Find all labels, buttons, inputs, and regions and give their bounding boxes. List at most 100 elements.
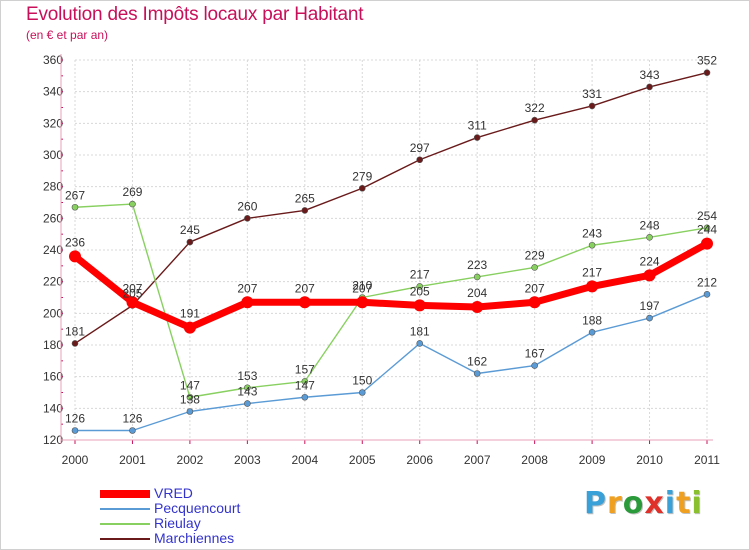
y-tick-label: 220 — [43, 275, 63, 289]
series-line-rieulay — [74, 203, 708, 398]
data-point-pecquencourt — [186, 408, 194, 415]
legend-label: Pecquencourt — [154, 500, 241, 516]
legend-label: VRED — [154, 485, 193, 501]
legend-label: Marchiennes — [154, 530, 235, 546]
legend-label: Rieulay — [154, 515, 201, 531]
data-label-rieulay: 223 — [467, 258, 487, 272]
data-label-vred: 207 — [295, 281, 315, 295]
legend-swatch — [100, 508, 150, 510]
data-label-rieulay: 153 — [237, 369, 257, 383]
data-label-pecquencourt: 162 — [467, 355, 487, 369]
data-point-pecquencourt — [71, 427, 79, 434]
data-label-vred: 207 — [352, 281, 372, 295]
data-label-rieulay: 269 — [122, 185, 142, 199]
data-label-rieulay: 157 — [295, 362, 315, 376]
logo-letter: x — [644, 486, 665, 521]
data-label-vred: 191 — [180, 307, 200, 321]
chart-grid — [74, 59, 708, 441]
legend-swatch — [100, 538, 150, 540]
data-point-rieulay — [646, 234, 653, 241]
y-tick-label: 160 — [43, 370, 63, 384]
data-label-pecquencourt: 212 — [697, 275, 717, 289]
data-point-rieulay — [531, 264, 538, 271]
data-label-marchiennes: 311 — [468, 119, 487, 133]
x-tick-label: 2004 — [291, 453, 318, 467]
legend-item-rieulay: Rieulay — [100, 515, 320, 531]
y-tick-label: 340 — [43, 85, 63, 99]
data-point-marchiennes — [358, 184, 366, 192]
chart-legend: VRED Pecquencourt Rieulay Marchiennes — [100, 485, 320, 546]
data-label-marchiennes: 322 — [525, 101, 545, 115]
logo-letter: i — [691, 486, 703, 521]
legend-item-pecquencourt: Pecquencourt — [100, 500, 320, 516]
data-label-pecquencourt: 188 — [582, 313, 602, 327]
data-point-marchiennes — [71, 340, 79, 347]
data-point-pecquencourt — [301, 393, 309, 401]
data-point-rieulay — [703, 224, 711, 232]
data-label-rieulay: 267 — [65, 188, 85, 202]
x-tick-label: 2002 — [177, 453, 204, 467]
data-point-vred — [69, 250, 81, 263]
data-point-pecquencourt — [244, 400, 251, 407]
series-line-vred — [71, 240, 711, 332]
x-tick-label: 2005 — [349, 453, 376, 467]
legend-item-vred: VRED — [100, 485, 320, 501]
data-label-pecquencourt: 150 — [352, 374, 372, 388]
series-line-marchiennes — [74, 71, 708, 345]
data-point-vred — [126, 296, 139, 309]
data-label-vred: 244 — [697, 223, 717, 237]
data-point-marchiennes — [473, 134, 481, 141]
data-point-vred — [701, 237, 713, 250]
y-tick-label: 240 — [43, 243, 63, 257]
data-point-marchiennes — [186, 238, 194, 246]
data-label-rieulay: 210 — [352, 279, 372, 293]
data-point-rieulay — [244, 384, 251, 392]
data-label-marchiennes: 265 — [295, 191, 315, 205]
data-label-vred: 207 — [122, 281, 142, 295]
data-label-pecquencourt: 126 — [122, 412, 142, 426]
data-point-rieulay — [129, 200, 136, 208]
data-label-pecquencourt: 167 — [525, 347, 545, 361]
data-label-vred: 217 — [582, 265, 602, 279]
data-point-pecquencourt — [588, 329, 596, 336]
data-label-rieulay: 147 — [180, 378, 200, 392]
y-tick-label: 320 — [43, 116, 63, 130]
chart-axes: 120 140 160 180 200 220 240 260 280 300 320 340 360 2… — [43, 53, 720, 467]
data-label-vred: 207 — [525, 281, 545, 295]
data-label-pecquencourt: 126 — [65, 412, 85, 426]
logo-letter: o — [622, 486, 645, 521]
legend-swatch — [100, 490, 150, 498]
proxiti-logo: Proxiti — [584, 486, 703, 521]
data-point-rieulay — [71, 203, 79, 211]
data-point-pecquencourt — [703, 291, 711, 298]
x-tick-label: 2008 — [521, 453, 548, 467]
data-point-vred — [356, 296, 369, 309]
y-tick-label: 140 — [43, 401, 63, 415]
data-point-pecquencourt — [646, 314, 653, 322]
data-label-rieulay: 243 — [582, 226, 602, 240]
logo-letter: t — [676, 486, 692, 521]
data-label-vred: 224 — [640, 254, 660, 268]
data-point-pecquencourt — [473, 370, 481, 377]
data-point-vred — [413, 299, 426, 312]
data-label-marchiennes: 279 — [352, 169, 372, 183]
data-label-vred: 236 — [65, 235, 85, 249]
data-point-marchiennes — [244, 215, 251, 222]
data-point-vred — [586, 280, 599, 293]
data-label-vred: 204 — [467, 286, 487, 300]
x-tick-label: 2007 — [464, 453, 491, 467]
x-tick-label: 2006 — [406, 453, 433, 467]
data-point-marchiennes — [531, 116, 538, 124]
y-tick-label: 200 — [43, 306, 63, 320]
chart-data-labels: 181 205 245 260 265 279 297 311 322 331 343 352 267 2… — [65, 54, 717, 426]
data-label-pecquencourt: 147 — [295, 378, 315, 392]
data-point-marchiennes — [301, 207, 309, 214]
x-tick-label: 2003 — [234, 453, 261, 467]
data-label-pecquencourt: 138 — [180, 393, 200, 407]
logo-letter: i — [664, 486, 677, 521]
data-label-rieulay: 217 — [410, 267, 430, 281]
logo-letter: r — [607, 486, 623, 521]
logo-letter: P — [584, 486, 607, 521]
data-point-rieulay — [588, 241, 596, 249]
